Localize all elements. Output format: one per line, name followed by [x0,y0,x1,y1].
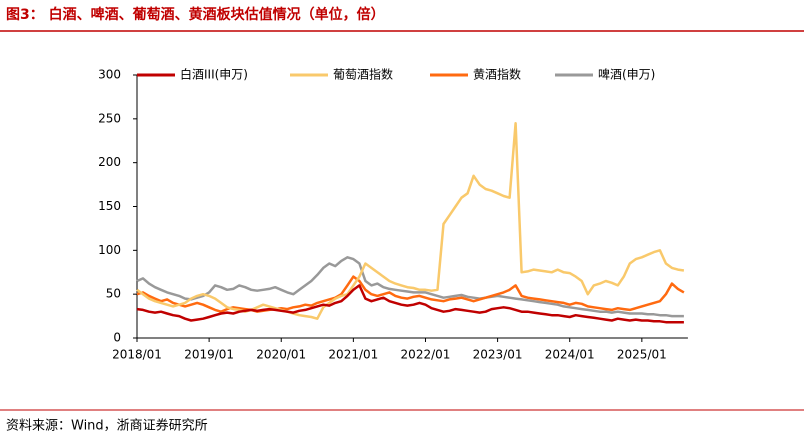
series-line [136,284,684,324]
x-tick-label: 2024/01 [545,348,595,362]
y-tick-label: 150 [98,199,121,213]
source: 资料来源：Wind，浙商证券研究所 [6,418,208,434]
legend-label: 啤酒(申万) [598,67,655,82]
x-tick-label: 2020/01 [256,348,306,362]
y-tick-label: 100 [98,243,121,257]
x-tick-label: 2025/01 [617,348,667,362]
x-tick-label: 2022/01 [401,348,451,362]
chart-title: 图3： 白酒、啤酒、葡萄酒、黄酒板块估值情况（单位，倍） [6,6,385,23]
y-tick-label: 200 [98,155,121,169]
y-tick-label: 300 [98,68,121,82]
legend-label: 葡萄酒指数 [333,67,393,82]
y-tick-label: 50 [106,287,121,301]
y-tick-label: 0 [113,331,121,345]
legend-label: 白酒III(申万) [180,67,248,82]
series-line [136,256,684,318]
series-line [136,121,685,320]
legend-label: 黄酒指数 [473,67,521,82]
y-tick-label: 250 [98,111,121,125]
x-tick-label: 2023/01 [473,348,523,362]
x-tick-label: 2018/01 [112,348,162,362]
x-tick-label: 2019/01 [184,348,234,362]
x-tick-label: 2021/01 [328,348,378,362]
